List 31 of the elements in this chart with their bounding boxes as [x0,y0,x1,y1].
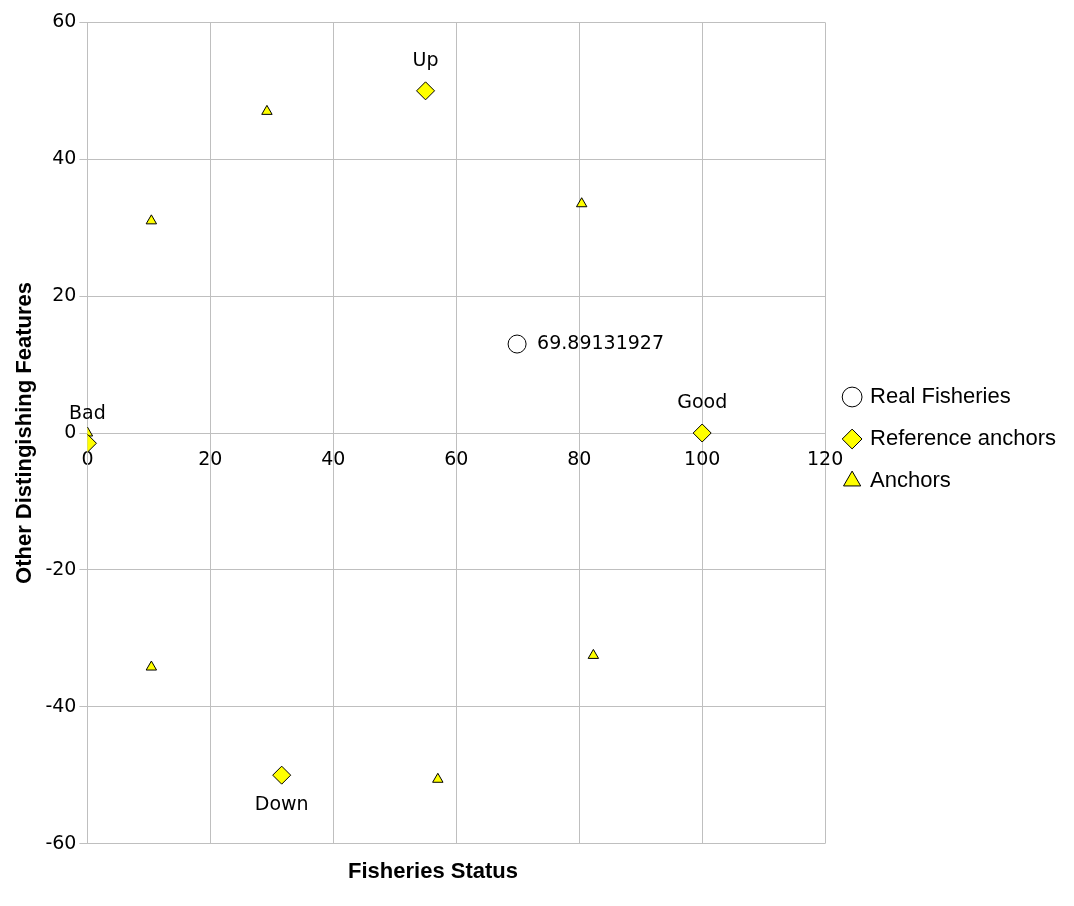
x-tick-label: 120 [806,447,844,470]
point [261,104,273,115]
point [432,772,444,783]
x-tick-label: 100 [684,447,721,470]
y-tick-label: 20 [52,283,77,306]
y-tick-label: 60 [52,9,77,32]
point [507,334,527,354]
y-tick-label: -60 [45,830,77,853]
point [575,197,588,208]
y-axis-title: Other Distingishing Features [11,282,37,584]
point [416,81,436,101]
y-tick-label: 40 [52,146,77,169]
point [587,648,600,659]
y-tick-label: -20 [45,556,77,579]
x-tick-label: 60 [444,447,469,470]
x-tick-label: 40 [321,447,346,470]
legend-label: Reference anchors [870,425,1057,451]
annotation: Down [254,791,309,814]
x-tick-label: 80 [567,447,592,470]
legend-label: Real Fisheries [870,383,1011,409]
y-tick-label: -40 [45,693,77,716]
legend-label: Anchors [870,467,951,493]
point [145,660,158,671]
point [272,765,292,785]
annotation: Up [412,48,439,71]
x-tick-label: 20 [198,447,223,470]
x-axis-title: Fisheries Status [347,858,519,884]
annotation: 69.89131927 [537,330,665,353]
point [692,423,712,443]
point [145,214,158,225]
annotation: Good [677,390,728,413]
